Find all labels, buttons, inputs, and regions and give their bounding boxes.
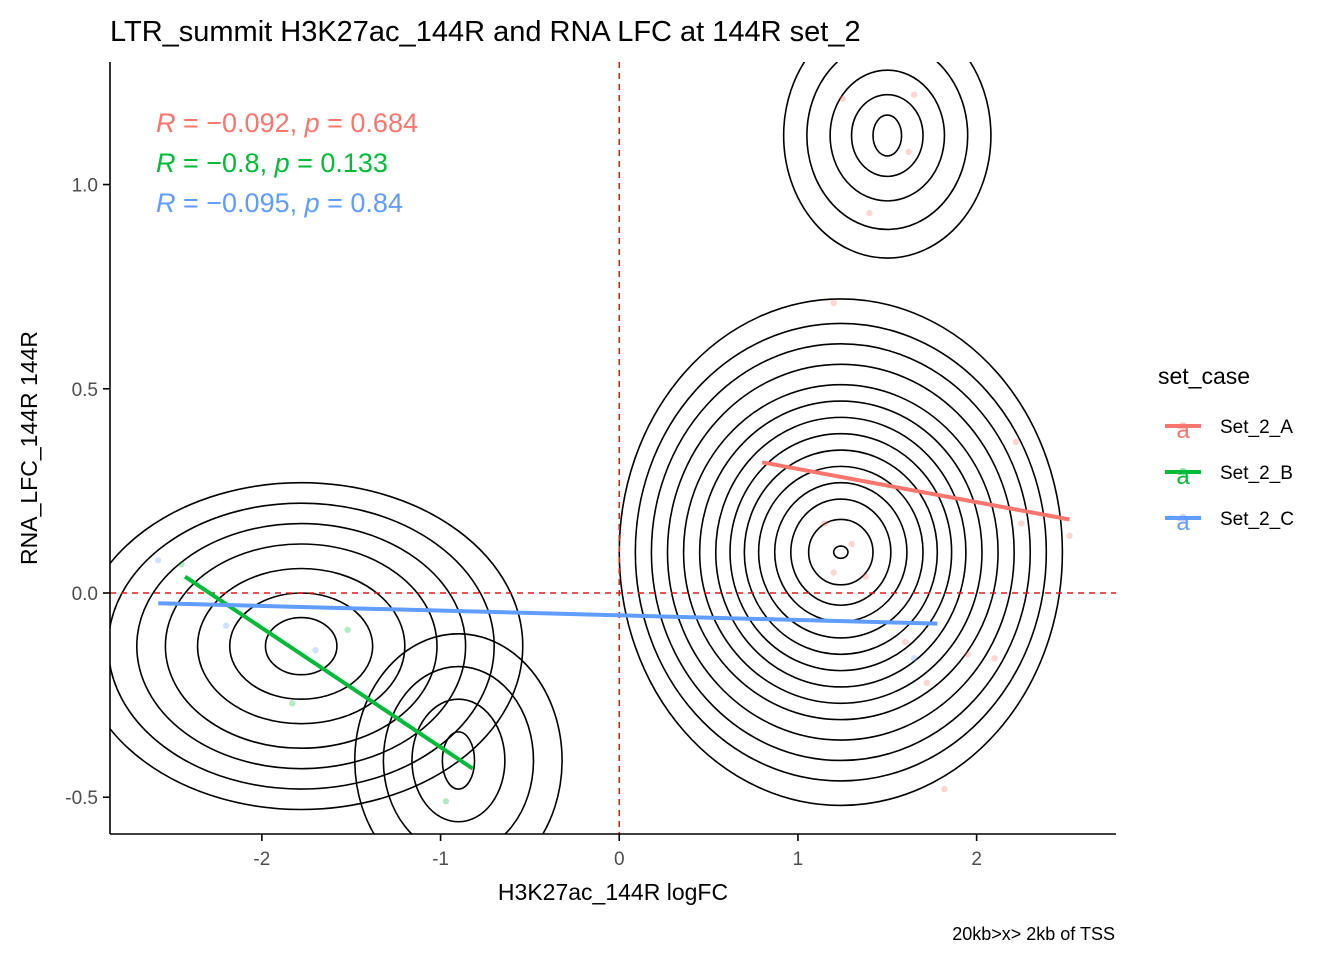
density-contour-3-0 — [872, 114, 903, 157]
chart-title: LTR_summit H3K27ac_144R and RNA LFC at 1… — [110, 16, 861, 48]
density-contour-1-2 — [382, 665, 535, 834]
density-contour-2-5 — [743, 449, 939, 656]
data-point-set-2-b-3 — [442, 798, 450, 805]
density-contour-1-0 — [441, 731, 476, 790]
data-point-set-2-a-2 — [866, 209, 873, 217]
fit-line-set-2-b — [183, 575, 474, 771]
data-point-set-2-a-3 — [905, 148, 912, 156]
data-point-set-2-b-1 — [344, 626, 351, 633]
data-point-set-2-a-1 — [910, 91, 918, 98]
density-contour-0-5 — [110, 502, 495, 790]
x-tick-label-3: 1 — [793, 849, 804, 870]
data-point-set-2-c-1 — [222, 622, 230, 629]
data-point-set-2-c-2 — [312, 646, 319, 654]
density-contour-2-9 — [682, 383, 999, 721]
x-tick-label-0: -2 — [253, 849, 270, 870]
data-point-set-2-c-0 — [155, 557, 162, 564]
x-axis-label: H3K27ac_144R logFC — [498, 879, 728, 905]
fit-line-set-2-a — [761, 460, 1070, 522]
density-contour-2-8 — [698, 400, 983, 705]
data-point-set-2-a-8 — [830, 569, 837, 576]
data-point-set-2-a-16 — [901, 638, 909, 646]
x-tick-label-2: 0 — [614, 849, 625, 870]
y-axis-label: RNA_LFC_144R 144R — [16, 331, 42, 565]
legend-key-point-set-2-b — [1179, 468, 1187, 476]
data-point-set-2-a-9 — [1012, 438, 1020, 446]
x-tick-label-4: 2 — [971, 849, 982, 870]
y-tick-label-1: 0.0 — [72, 584, 98, 605]
density-contour-0-6 — [110, 481, 524, 811]
density-contour-3-1 — [850, 93, 924, 178]
legend-label-set-2-a: Set_2_A — [1220, 417, 1293, 438]
data-point-set-2-a-6 — [848, 540, 855, 548]
legend-label-set-2-b: Set_2_B — [1220, 463, 1293, 484]
data-point-set-2-a-0 — [839, 95, 846, 102]
reference-lines — [110, 62, 1116, 834]
density-contour-1-1 — [411, 698, 506, 823]
density-contour-0-2 — [196, 567, 406, 725]
data-point-set-2-a-11 — [1066, 532, 1073, 540]
density-contour-2-11 — [650, 343, 1032, 762]
density-contour-0-3 — [164, 543, 438, 750]
legend-key-glyph-set-2-a: a — [1176, 417, 1190, 444]
data-point-set-2-a-15 — [923, 679, 930, 687]
data-point-set-2-b-0 — [178, 561, 185, 568]
legend-label-set-2-c: Set_2_C — [1220, 509, 1294, 530]
density-contour-2-10 — [666, 363, 1015, 741]
density-contour-2-4 — [757, 465, 924, 639]
x-tick-label-1: -1 — [432, 849, 449, 870]
legend-key-glyph-set-2-b: a — [1176, 463, 1190, 490]
stat-label-set-2-c: R = −0.095, p = 0.84 — [156, 188, 403, 218]
chart-caption: 20kb>x> 2kb of TSS — [952, 924, 1115, 944]
y-tick-label-3: 1.0 — [72, 176, 98, 197]
density-contour-3-3 — [806, 62, 969, 231]
data-point-set-2-a-4 — [830, 299, 837, 307]
density-contour-2-7 — [714, 416, 967, 688]
density-contour-1-3 — [354, 633, 563, 834]
stat-label-set-2-b: R = −0.8, p = 0.133 — [156, 148, 388, 178]
density-contour-2-6 — [729, 432, 953, 672]
density-contour-2-0 — [832, 545, 849, 560]
density-contour-2-12 — [634, 322, 1048, 782]
data-points — [155, 91, 1073, 805]
fit-line-set-2-c — [158, 601, 938, 626]
density-contour-0-4 — [136, 522, 467, 770]
density-contour-2-3 — [773, 481, 908, 623]
data-point-set-2-a-13 — [964, 651, 971, 658]
regression-lines — [158, 460, 1070, 771]
stat-label-set-2-a: R = −0.092, p = 0.684 — [156, 108, 418, 138]
density-contour-2-13 — [618, 298, 1064, 807]
y-tick-label-2: 0.5 — [72, 380, 98, 401]
data-point-set-2-a-14 — [941, 785, 948, 793]
axes: -2 -1 0 1 2 -0.5 0.0 0.5 1.0 — [65, 62, 1116, 870]
density-contour-3-4 — [782, 62, 992, 259]
density-contour-2-2 — [789, 498, 892, 607]
data-point-set-2-a-10 — [1018, 520, 1025, 527]
y-tick-label-0: -0.5 — [65, 788, 98, 809]
data-point-set-2-b-2 — [289, 700, 296, 707]
correlation-annotations: R = −0.092, p = 0.684 R = −0.8, p = 0.133… — [156, 108, 418, 218]
density-contour-0-0 — [264, 616, 338, 676]
data-point-set-2-a-12 — [991, 655, 998, 662]
density-contour-3-2 — [829, 69, 946, 202]
legend-key-point-set-2-a — [1179, 422, 1187, 430]
density-contours — [110, 62, 1064, 834]
density-contour-2-1 — [807, 518, 874, 586]
data-point-set-2-c-3 — [910, 655, 918, 662]
data-point-set-2-a-5 — [821, 520, 828, 527]
legend-title: set_case — [1158, 363, 1250, 389]
legend-key-glyph-set-2-c: a — [1176, 509, 1190, 536]
data-point-set-2-a-7 — [862, 573, 870, 580]
legend-key-point-set-2-c — [1179, 514, 1187, 522]
